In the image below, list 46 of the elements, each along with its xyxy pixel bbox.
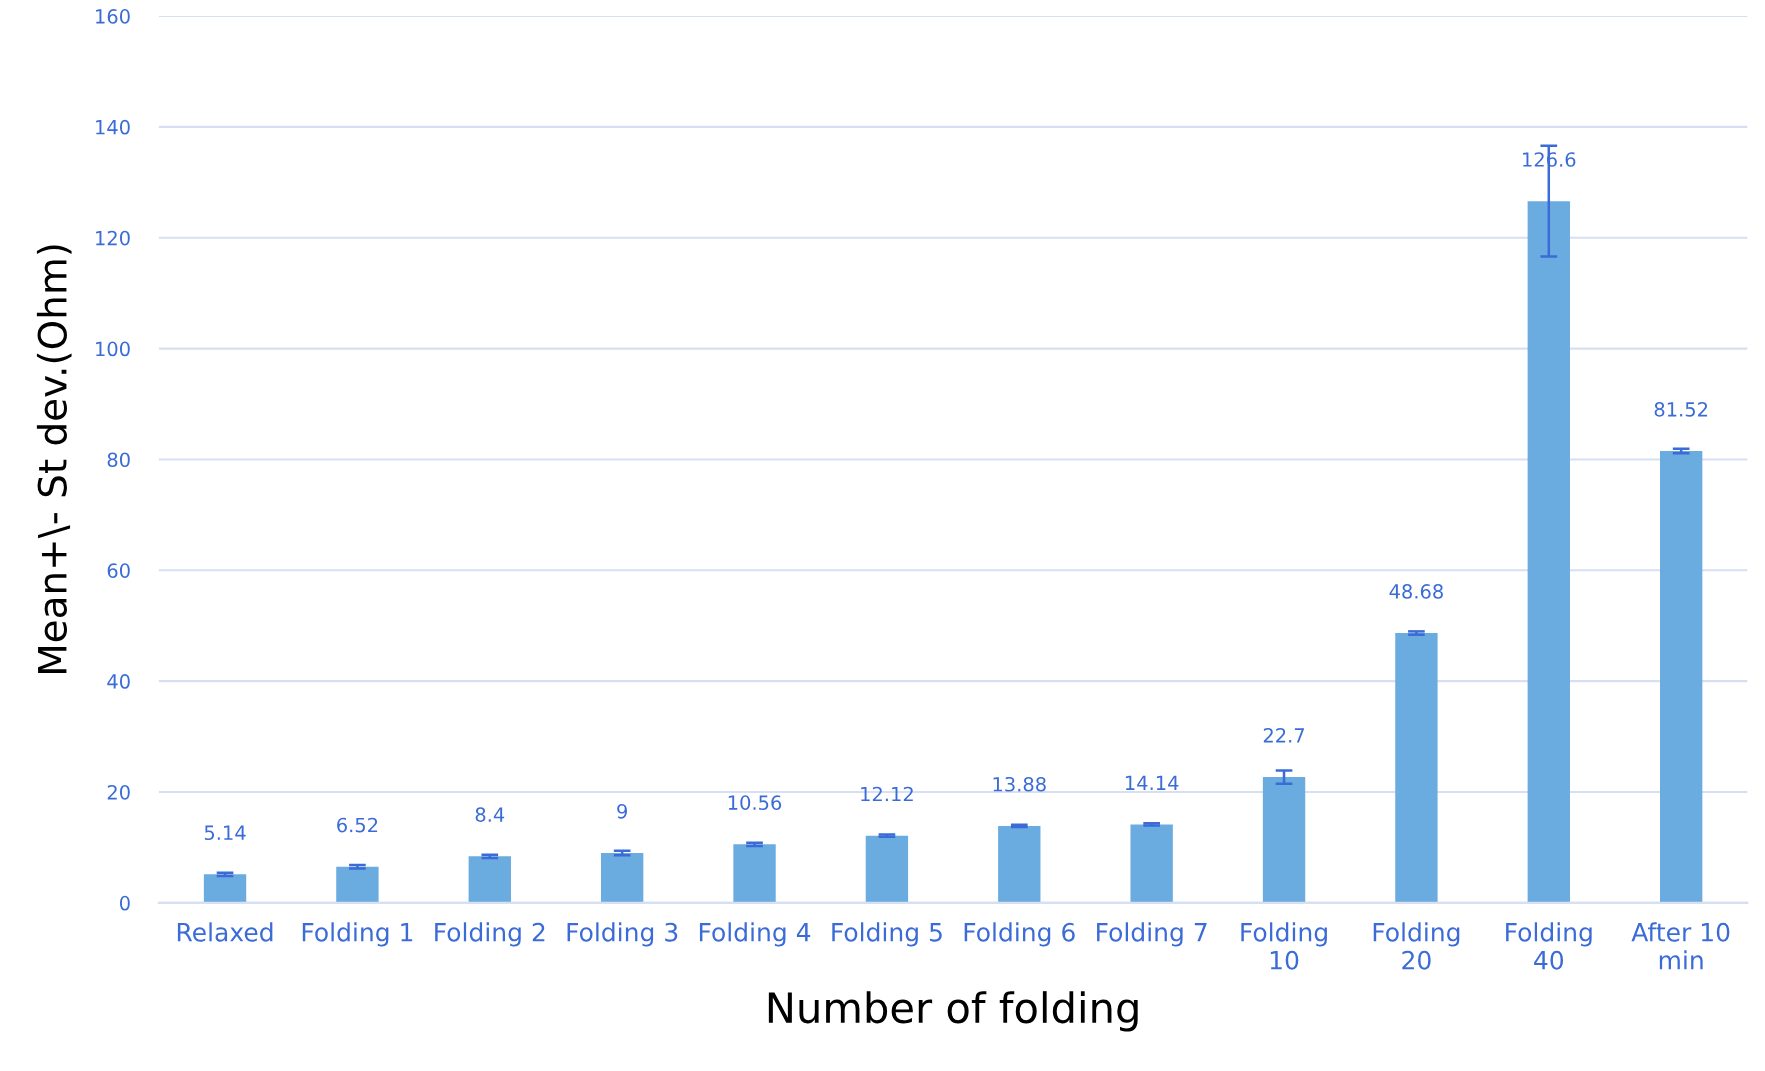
x-tick-label: Folding 6 [964,922,1075,947]
y-axis-title: Mean+\- St dev.(Ohm) [36,245,72,674]
y-tick-label: 20 [107,784,130,800]
x-tick-label: Folding 40 [1506,922,1592,970]
y-tick-label: 0 [119,895,130,911]
x-tick-label: Folding 1 [302,922,413,947]
data-label: 22.7 [1263,728,1305,743]
y-tick-label: 60 [107,563,130,578]
y-tick-label: 120 [96,230,130,246]
bar [998,825,1041,903]
data-label: 13.88 [993,776,1046,792]
bar [336,866,379,903]
x-tick-label: Folding 10 [1241,922,1327,970]
data-label: 8.4 [475,807,505,822]
data-label: 14.14 [1125,775,1179,790]
bar [203,874,247,903]
data-label: 9 [617,803,627,819]
data-label: 48.68 [1389,584,1443,599]
bar [1130,824,1173,903]
data-label: 12.12 [861,786,913,802]
bar [1395,633,1438,903]
bar [733,844,776,903]
bar [1659,451,1703,903]
bar [468,856,511,903]
bar [865,835,909,903]
bar [1527,201,1570,903]
x-tick-label: Folding 20 [1373,922,1460,970]
x-tick-label: After 10 min [1631,922,1730,970]
x-tick-label: Folding 4 [699,922,811,947]
y-tick-label: 100 [96,341,130,357]
y-tick-label: 140 [96,119,130,135]
x-tick-label: Folding 5 [832,922,942,947]
x-tick-label: Relaxed [177,922,273,942]
x-tick-label: Folding 7 [1097,922,1207,947]
bar [600,852,644,903]
x-axis-title: Number of folding [768,991,1138,1032]
y-tick-label: 80 [107,452,130,468]
x-tick-label: Folding 3 [567,922,678,947]
data-label: 5.14 [204,825,246,841]
y-tick-label: 160 [96,9,130,24]
data-label: 6.52 [337,817,378,833]
data-label: 10.56 [728,795,782,810]
x-tick-label: Folding 2 [435,922,545,947]
bar [1262,777,1306,903]
data-label: 81.52 [1654,402,1708,417]
y-tick-label: 40 [107,674,130,689]
